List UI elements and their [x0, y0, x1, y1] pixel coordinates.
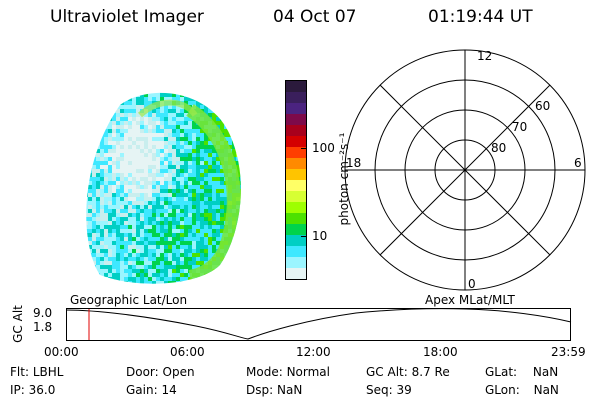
colorbar-tick-100: 100: [312, 141, 335, 155]
polar-mlt-grid: 12 18 6 0 60 70 80: [344, 49, 586, 291]
colorbar-segment: [286, 92, 306, 103]
observation-date: 04 Oct 07: [273, 7, 357, 27]
grid-diagonal-2: [379, 84, 551, 256]
info-glon: GLon: NaN: [485, 383, 559, 397]
info-dsp: Dsp: NaN: [246, 383, 303, 397]
timeline-ytick-high: 9.0: [33, 306, 53, 320]
color-scale-bar: [285, 80, 307, 280]
colorbar-tickmark-10: [301, 236, 306, 237]
lat-label-70: 70: [512, 120, 527, 134]
orbit-altitude-timeline[interactable]: [66, 308, 572, 342]
timeline-right-title: Apex MLat/MLT: [425, 293, 515, 307]
timeline-y-label: GC Alt: [11, 305, 25, 343]
colorbar-segment: [286, 158, 306, 169]
info-gain: Gain: 14: [126, 383, 177, 397]
timeline-ytick-low: 1.8: [33, 320, 53, 334]
timeline-left-title: Geographic Lat/Lon: [70, 293, 188, 307]
colorbar-segment: [286, 268, 306, 279]
observation-time: 01:19:44 UT: [428, 7, 533, 27]
mlt-label-12: 12: [477, 49, 492, 63]
mlt-label-6: 6: [574, 156, 582, 170]
colorbar-segment: [286, 246, 306, 257]
colorbar-segment: [286, 235, 306, 246]
colorbar-segment: [286, 257, 306, 268]
time-tick-0600: 06:00: [170, 345, 205, 359]
time-tick-1200: 12:00: [296, 345, 331, 359]
colorbar-segment: [286, 114, 306, 125]
colorbar-segment: [286, 147, 306, 158]
colorbar-tick-10: 10: [312, 229, 328, 243]
info-ip: IP: 36.0: [10, 383, 56, 397]
colorbar-segment: [286, 213, 306, 224]
time-tick-0000: 00:00: [44, 345, 79, 359]
info-filter: Flt: LBHL: [10, 365, 64, 379]
mlt-label-18: 18: [346, 156, 361, 170]
timeline-frame: [66, 308, 571, 341]
info-mode: Mode: Normal: [246, 365, 330, 379]
info-glat: GLat: NaN: [485, 365, 559, 379]
colorbar-segment: [286, 103, 306, 114]
colorbar-segment: [286, 81, 306, 92]
colorbar-segment: [286, 169, 306, 180]
instrument-title: Ultraviolet Imager: [50, 7, 204, 27]
lat-label-60: 60: [535, 99, 550, 113]
lat-label-80: 80: [491, 141, 506, 155]
time-tick-2359: 23:59: [551, 345, 586, 359]
info-seq: Seq: 39: [366, 383, 412, 397]
colorbar-segment: [286, 191, 306, 202]
colorbar-segment: [286, 180, 306, 191]
colorbar-segment: [286, 136, 306, 147]
colorbar-segment: [286, 202, 306, 213]
colorbar-tickmark-100: [301, 148, 306, 149]
info-door: Door: Open: [126, 365, 195, 379]
colorbar-segment: [286, 224, 306, 235]
info-gc-alt: GC Alt: 8.7 Re: [366, 365, 450, 379]
mlt-label-0: 0: [468, 277, 476, 291]
altitude-curve: [66, 308, 572, 340]
colorbar-segment: [286, 125, 306, 136]
auroral-image: [86, 92, 241, 284]
time-tick-1800: 18:00: [423, 345, 458, 359]
